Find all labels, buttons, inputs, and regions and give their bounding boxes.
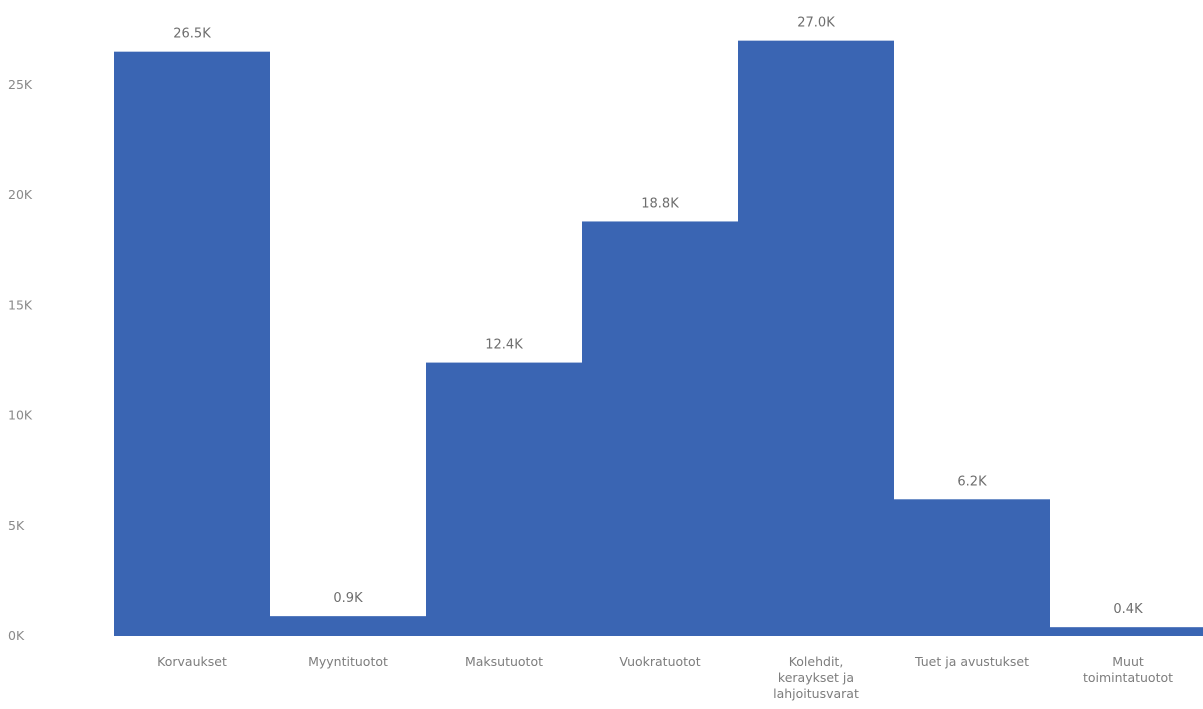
bar-value-label: 6.2K [957,474,987,489]
bar-value-label: 0.4K [1113,602,1143,617]
x-category-label: Muut [1112,654,1144,669]
x-category-label: Maksutuotot [465,654,543,669]
x-category-label: Korvaukset [157,654,227,669]
bar-value-label: 27.0K [797,16,835,31]
x-category-label: Tuet ja avustukset [914,654,1029,669]
x-category-label: toimintatuotot [1083,670,1173,685]
bar[interactable] [738,40,894,636]
bar-value-label: 12.4K [485,338,523,353]
y-tick-label: 5K [8,518,25,533]
x-category-label: lahjoitusvarat [773,686,859,701]
bar-value-label: 0.9K [333,591,363,606]
bar-value-label: 26.5K [173,27,211,42]
bar[interactable] [1050,627,1203,636]
y-tick-label: 20K [8,187,33,202]
y-tick-label: 10K [8,408,33,423]
x-category-label: Vuokratuotot [619,654,700,669]
bar[interactable] [114,51,270,637]
bar-value-label: 18.8K [641,196,679,211]
bar[interactable] [426,362,582,636]
bar[interactable] [582,221,738,636]
y-tick-label: 15K [8,297,33,312]
x-axis: Korvaukset Myyntituotot Maksutuotot Vuokrat… [157,654,1173,701]
bar[interactable] [270,616,426,636]
x-category-label: Myyntituotot [308,654,388,669]
bars [114,40,1203,637]
y-tick-label: 25K [8,77,33,92]
data-labels: 26.5K 0.9K 12.4K 18.8K 27.0K 6.2K 0.4K [173,16,1143,618]
y-tick-label: 0K [8,628,25,643]
x-category-label: Kolehdit, [789,654,844,669]
bar[interactable] [894,499,1050,636]
y-axis: 0K 5K 10K 15K 20K 25K [8,77,33,643]
x-category-label: keraykset ja [778,670,854,685]
